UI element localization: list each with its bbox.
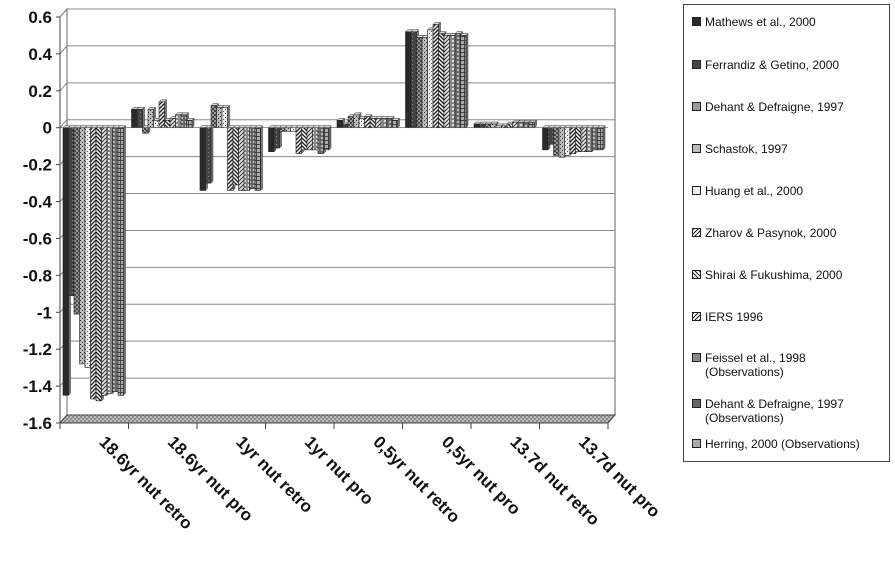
y-tick-label: -0.8	[23, 266, 52, 285]
chart-floor	[58, 414, 617, 424]
legend-label: Schastok, 1997	[705, 142, 788, 156]
legend-label: Herring, 2000 (Observations)	[705, 437, 860, 451]
legend-label: IERS 1996	[705, 310, 764, 324]
y-tick-label: -1.6	[23, 414, 52, 433]
y-tick-label: 0.6	[28, 8, 52, 27]
y-tick-label: -1.4	[23, 377, 53, 396]
legend-swatch	[692, 186, 701, 195]
legend-label: Mathews et al., 2000	[705, 15, 816, 29]
bar	[117, 125, 127, 396]
legend-item: Huang et al., 2000	[692, 184, 888, 198]
legend-item: Dehant & Defraigne, 1997 (Observations)	[692, 397, 888, 425]
chart-plot: 0.6 0.4 0.2 0 -0.2 -0.4 -0.6 -0.8 -1 -1.2 -1.4 -1.6…	[23, 7, 664, 533]
y-tick-label: 0	[43, 119, 52, 138]
legend-swatch	[692, 312, 701, 321]
bar	[136, 106, 146, 129]
bar	[322, 125, 332, 151]
y-tick-label: -0.2	[23, 156, 52, 175]
y-tick-label: -1.2	[23, 340, 52, 359]
legend-item: Dehant & Defraigne, 1997	[692, 100, 888, 114]
legend-item: Shirai & Fukushima, 2000	[692, 268, 888, 282]
legend-item: Herring, 2000 (Observations)	[692, 437, 888, 451]
y-tick-label: -0.6	[23, 229, 52, 248]
bar	[204, 125, 214, 184]
bar	[185, 117, 195, 129]
x-category-label: 1yr nut pro	[301, 432, 377, 508]
legend-swatch	[692, 102, 701, 111]
legend-item: Mathews et al., 2000	[692, 15, 888, 29]
legend-item: Schastok, 1997	[692, 142, 888, 156]
legend-swatch	[692, 228, 701, 237]
legend-swatch	[692, 439, 701, 448]
legend-swatch	[692, 60, 701, 69]
legend-swatch	[692, 399, 701, 408]
legend-label: Dehant & Defraigne, 1997 (Observations)	[705, 397, 844, 425]
bar	[391, 117, 401, 129]
bar	[596, 125, 606, 151]
legend-swatch	[692, 17, 701, 26]
legend-item: Feissel et al., 1998 (Observations)	[692, 351, 888, 379]
bar	[528, 119, 538, 129]
legend-item: Ferrandiz & Getino, 2000	[692, 58, 888, 72]
legend-item: Zharov & Pasynok, 2000	[692, 226, 888, 240]
y-tick-label: 0.2	[28, 82, 52, 101]
legend-label: Dehant & Defraigne, 1997	[705, 100, 844, 114]
legend-label: Zharov & Pasynok, 2000	[705, 226, 837, 240]
legend-label: Shirai & Fukushima, 2000	[705, 268, 843, 282]
legend-swatch	[692, 144, 701, 153]
chart-legend: Mathews et al., 2000 Ferrandiz & Getino, …	[683, 4, 890, 462]
legend-label: Feissel et al., 1998 (Observations)	[705, 351, 806, 379]
legend-item: IERS 1996	[692, 310, 888, 324]
legend-label: Huang et al., 2000	[705, 184, 804, 198]
bar	[254, 125, 264, 192]
y-tick-label: -1	[37, 303, 52, 322]
legend-swatch	[692, 353, 701, 362]
y-tick-label: 0.4	[28, 45, 52, 64]
y-tick-label: -0.4	[23, 193, 53, 212]
legend-label: Ferrandiz & Getino, 2000	[705, 58, 840, 72]
legend-swatch	[692, 270, 701, 279]
bar	[221, 104, 231, 129]
bar	[459, 32, 469, 129]
